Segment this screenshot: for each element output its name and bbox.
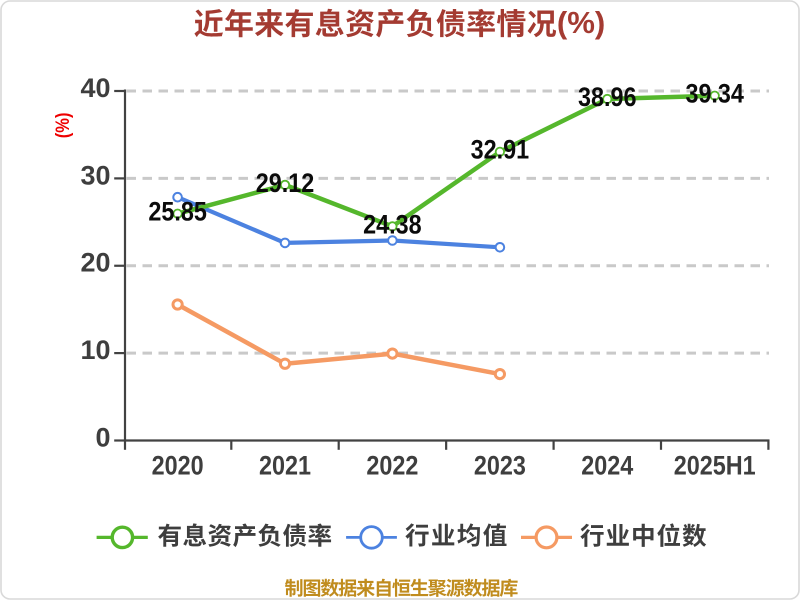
svg-text:39.34: 39.34 [685, 79, 744, 109]
svg-text:25.85: 25.85 [148, 197, 207, 227]
svg-text:29.12: 29.12 [256, 168, 315, 198]
svg-text:2023: 2023 [474, 450, 526, 480]
svg-text:2021: 2021 [259, 450, 311, 480]
svg-text:2022: 2022 [366, 450, 418, 480]
svg-text:0: 0 [96, 422, 111, 452]
svg-text:20: 20 [81, 248, 111, 278]
svg-text:38.96: 38.96 [578, 82, 637, 112]
svg-text:30: 30 [81, 160, 111, 190]
svg-text:24.38: 24.38 [363, 209, 422, 239]
svg-text:40: 40 [81, 73, 111, 103]
svg-text:2025H1: 2025H1 [674, 450, 756, 480]
svg-text:(%): (%) [557, 5, 605, 40]
svg-text:2020: 2020 [152, 450, 204, 480]
svg-text:10: 10 [81, 335, 111, 365]
svg-text:(%): (%) [53, 113, 74, 139]
svg-text:32.91: 32.91 [471, 135, 530, 165]
svg-text:2024: 2024 [581, 450, 633, 480]
